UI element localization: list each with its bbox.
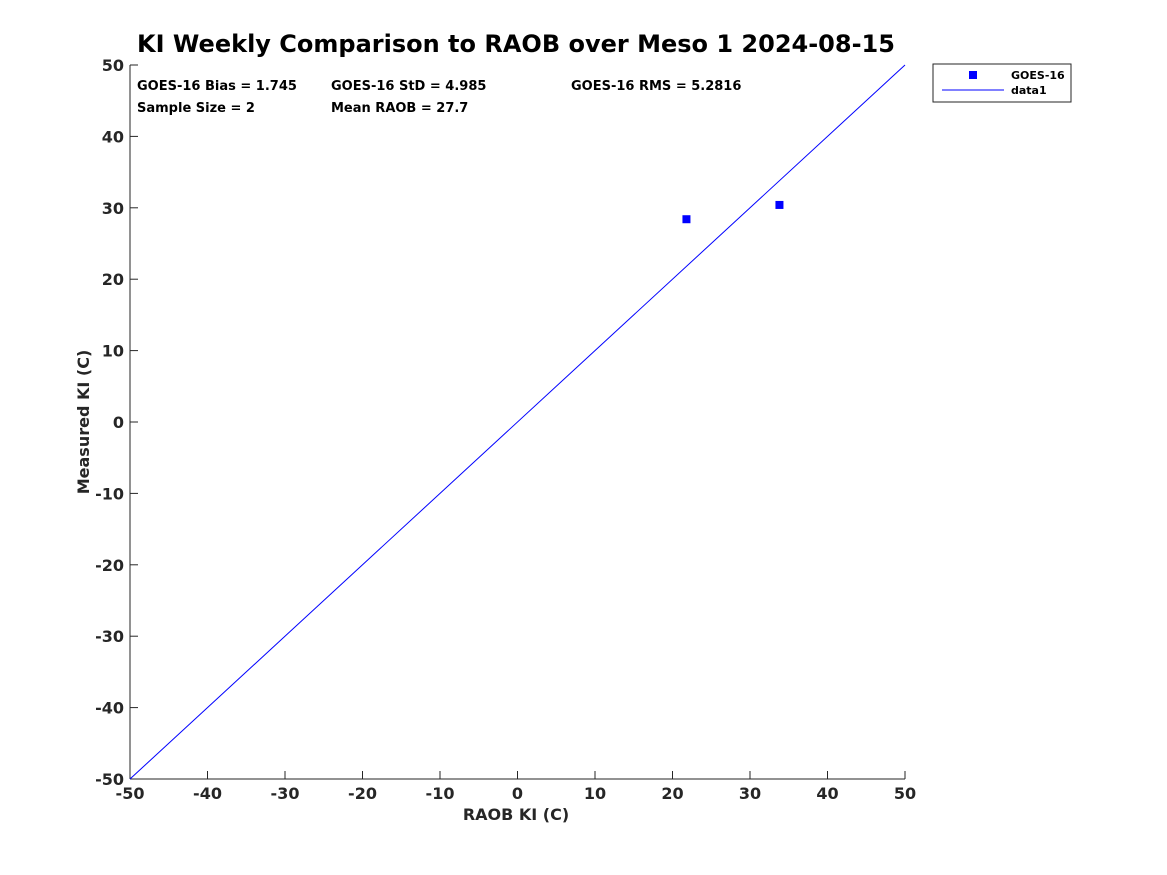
series-line-data1 [129,64,906,780]
rms-annotation: GOES-16 RMS = 5.2816 [571,79,741,94]
y-tick-label: -50 [95,770,124,789]
x-tick-label: -30 [271,784,300,803]
x-tick-label: 30 [739,784,761,803]
y-tick-label: 40 [102,127,124,146]
x-ticks: -50 -40 -30 -20 -10 0 10 20 30 40 50 [116,771,916,803]
y-tick-label: -40 [95,699,124,718]
y-tick-label: 50 [102,56,124,75]
y-tick-label: -30 [95,627,124,646]
x-tick-label: 0 [512,784,523,803]
y-tick-label: 10 [102,342,124,361]
bias-annotation: GOES-16 Bias = 1.745 [137,79,297,94]
x-tick-label: -20 [348,784,377,803]
y-axis-label: Measured KI (C) [74,350,93,495]
legend-marker-square-icon [969,71,977,79]
x-tick-label: 10 [584,784,606,803]
x-axis-label: RAOB KI (C) [463,805,569,824]
std-annotation: GOES-16 StD = 4.985 [331,79,486,94]
chart-title: KI Weekly Comparison to RAOB over Meso 1… [137,30,895,58]
y-tick-label: -20 [95,556,124,575]
x-tick-label: 40 [816,784,838,803]
x-tick-label: 50 [894,784,916,803]
data-point [682,215,691,224]
legend: GOES-16 data1 [932,63,1072,103]
legend-box [932,63,1072,103]
x-tick-label: 20 [661,784,683,803]
x-tick-label: -10 [426,784,455,803]
mean-raob-annotation: Mean RAOB = 27.7 [331,101,468,116]
legend-label-goes16: GOES-16 [1011,69,1065,82]
x-tick-label: -50 [116,784,145,803]
y-ticks: 50 40 30 20 10 0 -10 -20 -30 -40 -50 [95,56,138,789]
stats-annotations: GOES-16 Bias = 1.745 GOES-16 StD = 4.985… [137,79,741,116]
series-layer [129,64,906,780]
data-point [775,200,784,209]
y-tick-label: 0 [113,413,124,432]
y-tick-label: 30 [102,199,124,218]
y-tick-label: 20 [102,270,124,289]
y-tick-label: -10 [95,484,124,503]
sample-size-annotation: Sample Size = 2 [137,101,255,116]
x-tick-label: -40 [193,784,222,803]
legend-label-data1: data1 [1011,84,1047,97]
